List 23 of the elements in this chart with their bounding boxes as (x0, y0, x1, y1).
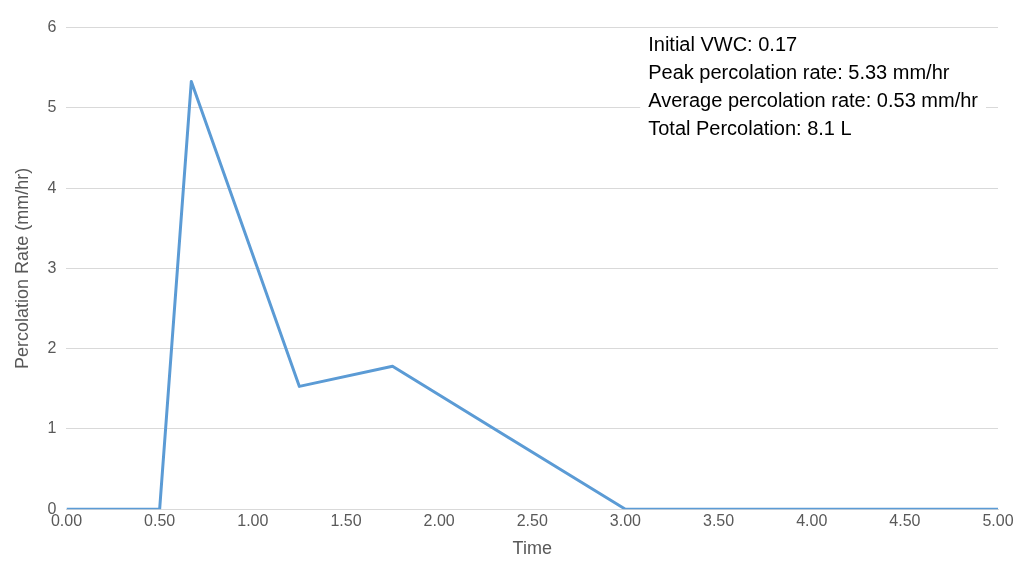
y-tick-label: 2 (47, 339, 57, 357)
annotation: Initial VWC: 0.17 (648, 33, 798, 56)
x-tick-label: 2.00 (423, 512, 455, 530)
y-tick-label: 4 (47, 178, 57, 196)
y-tick-label: 3 (47, 258, 57, 276)
x-tick-label: 3.50 (702, 512, 735, 530)
y-tick-label: 6 (47, 18, 57, 36)
y-tick-label: 1 (47, 419, 57, 437)
x-tick-label: 1.50 (330, 512, 362, 530)
x-tick-label: 0.00 (50, 512, 83, 530)
annotation: Peak percolation rate: 5.33 mm/hr (648, 61, 950, 84)
x-axis-title: Time (512, 538, 552, 559)
x-tick-label: 3.00 (609, 512, 642, 530)
x-tick-label: 0.50 (144, 512, 176, 530)
annotation: Average percolation rate: 0.53 mm/hr (648, 89, 979, 112)
x-tick-label: 4.50 (889, 512, 921, 530)
annotation: Total Percolation: 8.1 L (648, 117, 852, 140)
x-tick-label: 4.00 (796, 512, 828, 530)
y-tick-label: 5 (47, 98, 57, 116)
y-axis-title: Percolation Rate (mm/hr) (11, 167, 32, 369)
x-tick-label: 2.50 (516, 512, 548, 530)
x-tick-label: 1.00 (237, 512, 269, 530)
x-tick-label: 5.00 (982, 512, 1014, 530)
